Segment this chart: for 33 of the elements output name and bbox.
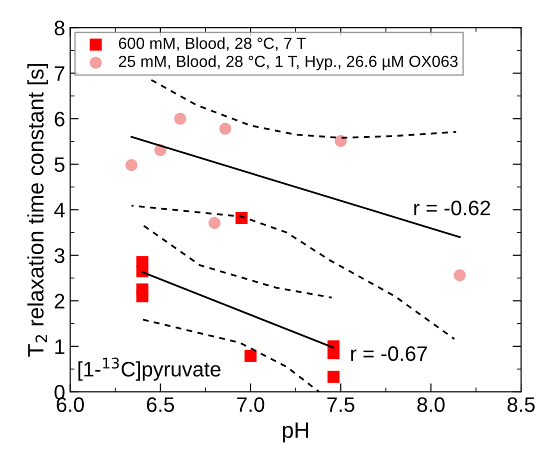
x-tick-label: 8.5 [508, 397, 535, 412]
point [328, 370, 340, 383]
x-tick-label: 8.0 [417, 397, 445, 412]
y-tick-label: 3 [54, 248, 64, 264]
x-tick-label: 7.0 [237, 397, 264, 412]
line-series [141, 224, 333, 299]
legend-label: 600 mM, Blood, 28 °C, 7 T [118, 37, 306, 51]
y-tick-label: 8 [54, 20, 64, 36]
x-tick-label: 7.5 [327, 397, 354, 412]
point [219, 122, 232, 135]
y-tick-label: 7 [54, 66, 64, 81]
x-axis-title: pH [282, 422, 308, 442]
point [126, 159, 138, 172]
point [236, 212, 248, 224]
point [334, 135, 347, 148]
annotation: [1-$^{13}$C]pyruvate [78, 358, 220, 381]
y-tick-label: 4 [54, 202, 65, 218]
x-tick-label: 6.5 [146, 397, 174, 412]
y-tick-label: 6 [54, 112, 64, 126]
y-tick-label: 2 [54, 294, 64, 308]
point [136, 290, 148, 302]
point [174, 112, 186, 125]
annotation: r = -0.62 [414, 200, 490, 216]
y-tick-label: 1 [55, 340, 64, 354]
point [208, 216, 220, 229]
y-axis-title: T$_{2}$ relaxation time constant [s] [27, 64, 48, 357]
point [328, 347, 340, 360]
point [244, 350, 257, 362]
annotation: r = -0.67 [351, 346, 427, 362]
legend-label: 25 mM, Blood, 28 °C, 1 T, Hyp., 26.6 µM OX063 [118, 55, 458, 70]
y-tick-label: 5 [54, 157, 64, 172]
point [136, 265, 148, 278]
point [454, 269, 466, 282]
